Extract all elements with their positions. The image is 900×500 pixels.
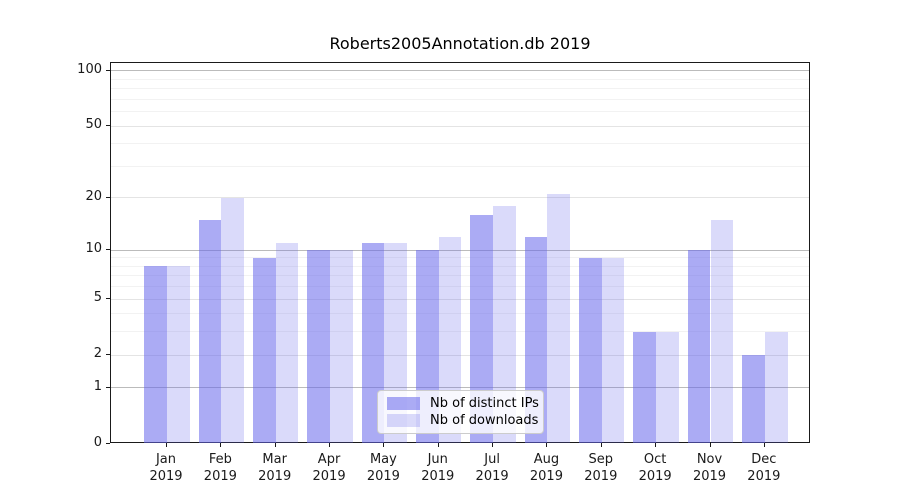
legend-item-downloads: Nb of downloads [387,413,538,428]
minor-gridline [111,275,809,277]
legend-label-distinct-ips: Nb of distinct IPs [430,396,539,411]
bar-downloads [330,250,353,443]
y-tick-mark [106,125,110,127]
chart-title: Roberts2005Annotation.db 2019 [329,34,591,53]
y-tick-label: 0 [93,435,102,450]
y-tick-label: 5 [93,290,102,306]
minor-gridline [111,78,809,80]
minor-gridline [111,331,809,333]
bar-downloads [656,331,679,443]
x-tick-mark [655,443,657,447]
y-tick-mark [106,249,110,251]
x-tick-label: Aug 2019 [529,452,563,484]
y-tick-label: 100 [77,61,102,77]
bar-downloads [710,219,734,443]
bar-distinct-ips [687,250,711,443]
x-tick-mark [437,443,439,447]
x-tick-mark [220,443,222,447]
labeled-gridline [111,197,809,199]
plot-area [110,62,810,443]
x-tick-mark [383,443,385,447]
y-tick-label: 10 [85,241,102,257]
x-tick-mark [274,443,276,447]
x-tick-label: Feb 2019 [203,452,237,484]
bar-distinct-ips [470,215,494,443]
legend-label-downloads: Nb of downloads [430,413,539,428]
bar-distinct-ips [253,257,276,443]
y-tick-label: 50 [85,117,102,133]
labeled-gridline [111,125,809,127]
legend-item-distinct-ips: Nb of distinct IPs [387,396,539,411]
x-tick-label: Jul 2019 [475,452,509,484]
bar-downloads [764,331,788,443]
y-tick-label: 1 [93,378,102,394]
bar-distinct-ips [579,257,602,443]
x-tick-label: Oct 2019 [638,452,672,484]
major-gridline [111,249,809,251]
minor-gridline [111,165,809,167]
x-tick-label: Jan 2019 [149,452,183,484]
minor-gridline [111,111,809,113]
bar-downloads [221,197,245,443]
bar-downloads [167,266,190,443]
x-tick-label: Nov 2019 [692,452,727,484]
labeled-gridline [111,354,809,356]
x-tick-mark [492,443,494,447]
y-tick-mark [106,298,110,300]
bar-distinct-ips [633,331,657,443]
legend-swatch-downloads [387,414,420,427]
minor-gridline [111,98,809,100]
major-gridline [111,387,809,389]
legend-swatch-distinct-ips [387,397,420,410]
bar-distinct-ips [742,355,765,443]
major-gridline [111,70,809,72]
y-tick-mark [106,443,110,444]
x-tick-mark [546,443,548,447]
y-tick-mark [106,196,110,198]
x-tick-mark [709,443,711,447]
x-tick-label: Dec 2019 [747,452,781,484]
bar-downloads [275,243,299,443]
bar-distinct-ips [307,250,331,443]
y-tick-mark [106,69,110,71]
x-tick-label: May 2019 [366,452,400,484]
y-tick-mark [106,386,110,388]
x-tick-mark [600,443,602,447]
bar-downloads [493,206,516,443]
bar-distinct-ips [144,266,167,443]
x-tick-mark [763,443,765,447]
minor-gridline [111,286,809,288]
minor-gridline [111,265,809,267]
x-tick-mark [329,443,331,447]
x-tick-label: Mar 2019 [258,452,292,484]
minor-gridline [111,88,809,90]
minor-gridline [111,257,809,259]
minor-gridline [111,313,809,315]
bar-downloads [601,257,625,443]
minor-gridline [111,143,809,145]
x-tick-label: Apr 2019 [312,452,346,484]
x-tick-label: Jun 2019 [421,452,455,484]
x-tick-label: Sep 2019 [584,452,618,484]
y-tick-mark [106,354,110,356]
labeled-gridline [111,298,809,300]
legend: Nb of distinct IPs Nb of downloads [377,390,544,434]
bar-distinct-ips [198,219,222,443]
y-tick-label: 20 [85,188,102,204]
y-tick-label: 2 [93,346,102,362]
x-tick-mark [166,443,167,447]
bar-downloads [547,194,571,443]
